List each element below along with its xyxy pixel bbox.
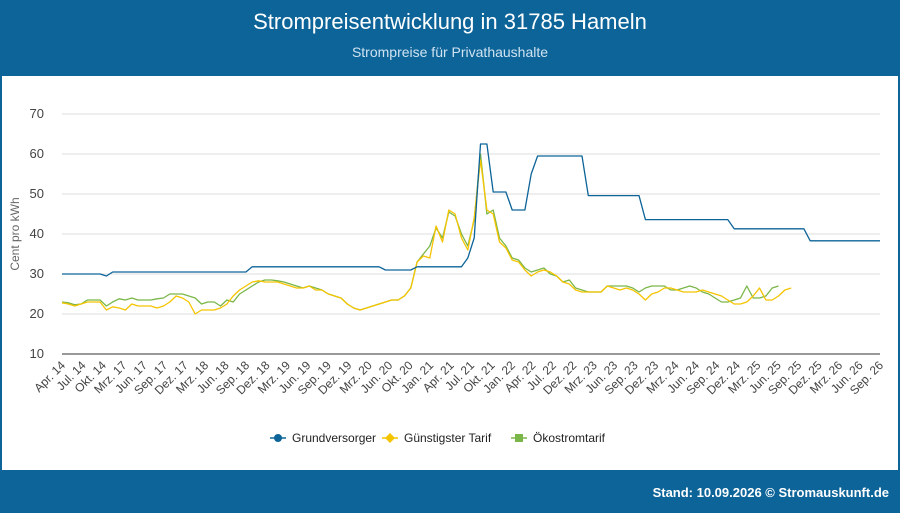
series-line-oekostromtarif bbox=[61, 153, 779, 311]
legend-grundversorger-label: Grundversorger bbox=[292, 431, 376, 445]
legend-grundversorger-marker-icon bbox=[274, 434, 282, 442]
legend-oekostromtarif-marker-icon bbox=[515, 434, 523, 442]
series-layer bbox=[61, 143, 880, 315]
chart-panel: 10 20 30 40 50 60 70 Cent pro kWh Apr. 14 Jul. 14… bbox=[2, 76, 898, 470]
y-tick-label: 70 bbox=[30, 106, 44, 121]
legend-guenstigster-tarif-label: Günstigster Tarif bbox=[404, 431, 492, 445]
y-tick-label: 30 bbox=[30, 266, 44, 281]
series-line-grundversorger bbox=[62, 143, 880, 277]
legend: Grundversorger Günstigster Tarif Ökostromt… bbox=[270, 431, 606, 445]
series-line-guenstigster-tarif bbox=[61, 159, 792, 315]
legend-oekostromtarif-label: Ökostromtarif bbox=[533, 431, 606, 445]
legend-guenstigster-tarif-marker-icon bbox=[385, 433, 395, 443]
y-tick-label: 40 bbox=[30, 226, 44, 241]
chart-title: Strompreisentwicklung in 31785 Hameln bbox=[253, 9, 647, 34]
y-tick-label: 60 bbox=[30, 146, 44, 161]
y-tick-label: 50 bbox=[30, 186, 44, 201]
grid-layer bbox=[62, 113, 880, 355]
y-tick-label: 20 bbox=[30, 306, 44, 321]
footer-credit: Stand: 10.09.2026 © Stromauskunft.de bbox=[652, 485, 889, 500]
y-axis-title: Cent pro kWh bbox=[8, 197, 22, 270]
y-tick-label: 10 bbox=[30, 346, 44, 361]
chart-subtitle: Strompreise für Privathaushalte bbox=[351, 44, 549, 60]
chart-header: Strompreisentwicklung in 31785 Hameln St… bbox=[0, 0, 900, 76]
chart-footer: Stand: 10.09.2026 © Stromauskunft.de bbox=[0, 472, 900, 513]
